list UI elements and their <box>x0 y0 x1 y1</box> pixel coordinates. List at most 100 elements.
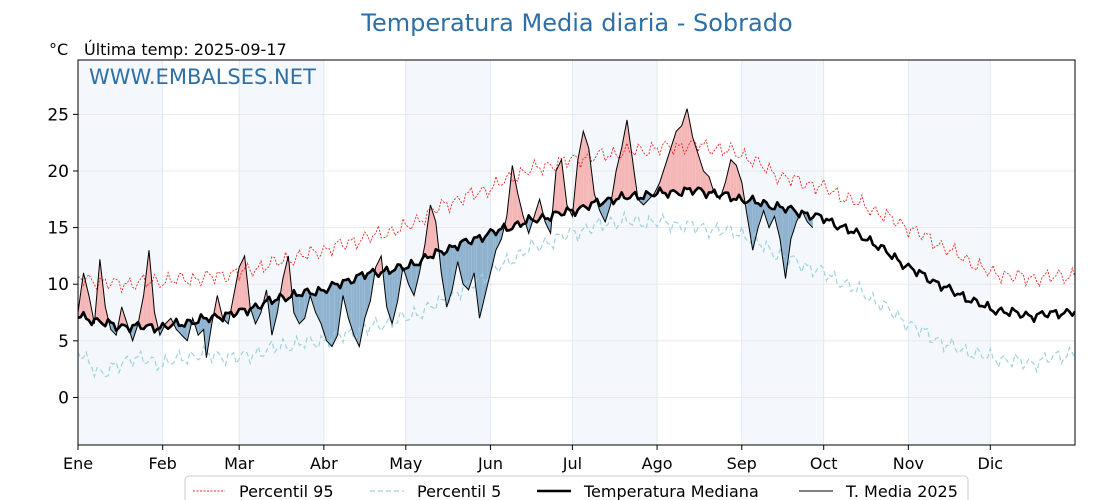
fill-below-median <box>302 290 305 321</box>
fill-above-median <box>668 148 671 198</box>
fill-above-median <box>433 213 436 258</box>
series-t-media-2025-line <box>78 108 814 358</box>
x-tick-label-abr: Abr <box>310 454 338 473</box>
chart-title: Temperatura Media diaria - Sobrado <box>360 9 792 37</box>
fill-below-median <box>487 229 491 285</box>
fill-above-median <box>80 272 84 318</box>
fill-above-median <box>102 283 106 327</box>
fill-below-median <box>747 200 750 234</box>
fill-above-median <box>621 134 625 198</box>
fill-below-median <box>190 318 193 330</box>
x-tick-label-nov: Nov <box>893 454 924 473</box>
fill-above-median <box>233 281 237 317</box>
fill-above-median <box>580 131 584 207</box>
fill-below-median <box>414 264 417 296</box>
fill-below-median <box>343 280 346 307</box>
fill-above-median <box>558 159 562 216</box>
fill-above-median <box>282 267 286 301</box>
fill-below-median <box>323 290 327 341</box>
fill-below-median <box>332 282 335 347</box>
fill-above-median <box>556 165 559 213</box>
month-band-mar <box>239 60 324 445</box>
x-tick-label-mar: Mar <box>224 454 255 473</box>
fill-below-median <box>752 195 756 251</box>
fill-below-median <box>788 206 791 259</box>
fill-above-median <box>97 259 100 322</box>
fill-below-median <box>482 237 485 307</box>
fill-below-median <box>547 218 551 234</box>
fill-above-median <box>586 139 589 210</box>
fill-below-median <box>364 273 368 319</box>
fill-above-median <box>517 193 521 227</box>
fill-above-median <box>632 159 636 195</box>
fill-below-median <box>468 242 472 290</box>
fill-below-median <box>460 240 464 285</box>
legend-label-t-media-2025: T. Media 2025 <box>845 482 958 500</box>
fill-above-median <box>244 255 248 316</box>
fill-above-median <box>698 154 701 189</box>
fill-below-median <box>392 269 395 324</box>
grid-lines <box>77 60 1075 445</box>
fill-above-median <box>629 139 633 198</box>
fill-below-median <box>252 303 256 324</box>
fill-above-median <box>709 176 712 193</box>
fill-below-median <box>498 228 502 245</box>
fill-below-median <box>465 238 469 290</box>
fill-below-median <box>463 238 466 287</box>
fill-below-median <box>299 295 302 324</box>
x-axis-ticks: Ene Feb Mar Abr May Jun Jul Ago Sep Oct Nov Dic <box>63 445 1003 473</box>
fill-above-median <box>512 165 515 229</box>
fill-above-median <box>99 259 103 325</box>
fill-below-median <box>326 287 330 344</box>
watermark: WWW.EMBALSES.NET <box>89 65 316 89</box>
fill-below-median <box>370 269 373 302</box>
fill-below-median <box>411 260 414 296</box>
fill-below-median <box>351 282 354 336</box>
fill-above-median <box>509 165 513 231</box>
fill-above-median <box>239 261 242 310</box>
fill-below-median <box>274 299 278 324</box>
fill-above-median <box>88 295 92 325</box>
y-tick-label: 25 <box>47 105 69 125</box>
x-tick-label-may: May <box>389 454 422 473</box>
fill-above-median <box>217 295 220 319</box>
last-temp-label: Última temp: 2025-09-17 <box>84 40 287 59</box>
fill-below-median <box>763 200 767 220</box>
fill-above-median <box>613 171 617 205</box>
fill-above-median <box>618 148 622 199</box>
x-tick-label-dic: Dic <box>978 454 1004 473</box>
y-tick-label: 5 <box>58 332 69 352</box>
fill-above-median <box>536 199 540 223</box>
month-band-nov <box>908 60 991 445</box>
x-tick-label-jul: Jul <box>562 454 582 473</box>
fill-above-median <box>725 171 729 193</box>
fill-above-median <box>241 255 245 310</box>
fill-below-median <box>758 203 761 228</box>
x-tick-label-sep: Sep <box>727 454 757 473</box>
fill-above-median <box>430 204 434 258</box>
fill-above-median <box>149 250 152 325</box>
fill-below-median <box>304 288 308 319</box>
fill-above-median <box>520 204 524 227</box>
month-band-jul <box>572 60 658 445</box>
fill-below-median <box>318 287 322 324</box>
fill-above-median <box>140 295 144 329</box>
unit-label: °C <box>49 40 68 59</box>
fill-below-median <box>348 279 352 327</box>
fill-above-median <box>692 137 696 195</box>
fill-below-median <box>793 209 797 231</box>
fill-below-median <box>780 206 783 259</box>
y-axis-ticks: 0 5 10 15 20 25 <box>47 105 78 408</box>
fill-above-median <box>588 148 592 210</box>
x-tick-label-oct: Oct <box>810 454 838 473</box>
fill-below-median <box>206 318 210 358</box>
fill-below-median <box>771 209 775 222</box>
y-tick-label: 20 <box>47 162 69 182</box>
fill-below-median <box>132 324 136 341</box>
legend-label-percentil-95: Percentil 95 <box>239 482 334 500</box>
fill-below-median <box>353 275 357 341</box>
fill-above-median <box>285 255 289 301</box>
legend-label-temperatura-mediana: Temperatura Mediana <box>583 482 759 500</box>
fill-above-median <box>583 131 587 208</box>
